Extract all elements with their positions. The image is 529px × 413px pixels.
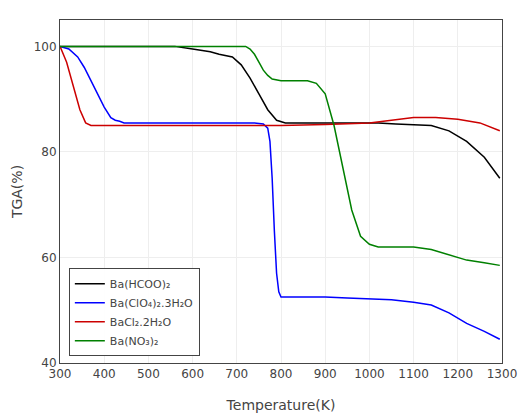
- svg-text:1200: 1200: [443, 367, 474, 381]
- svg-text:Ba(HCOO)₂: Ba(HCOO)₂: [110, 278, 171, 291]
- svg-text:Ba(ClO₄)₂.3H₂O: Ba(ClO₄)₂.3H₂O: [110, 297, 193, 310]
- svg-text:80: 80: [41, 145, 56, 159]
- svg-text:900: 900: [314, 367, 337, 381]
- svg-text:Temperature(K): Temperature(K): [226, 397, 336, 413]
- svg-text:TGA(%): TGA(%): [9, 165, 25, 219]
- svg-text:60: 60: [41, 251, 56, 265]
- svg-text:40: 40: [41, 356, 56, 370]
- svg-text:100: 100: [34, 40, 57, 54]
- svg-text:500: 500: [137, 367, 160, 381]
- svg-text:1100: 1100: [398, 367, 429, 381]
- svg-text:800: 800: [270, 367, 293, 381]
- svg-text:1000: 1000: [354, 367, 385, 381]
- svg-text:1300: 1300: [487, 367, 518, 381]
- svg-text:600: 600: [181, 367, 204, 381]
- svg-text:BaCl₂.2H₂O: BaCl₂.2H₂O: [110, 316, 172, 329]
- svg-text:Ba(NO₃)₂: Ba(NO₃)₂: [110, 335, 159, 348]
- svg-text:300: 300: [49, 367, 72, 381]
- svg-text:700: 700: [225, 367, 248, 381]
- svg-text:400: 400: [93, 367, 116, 381]
